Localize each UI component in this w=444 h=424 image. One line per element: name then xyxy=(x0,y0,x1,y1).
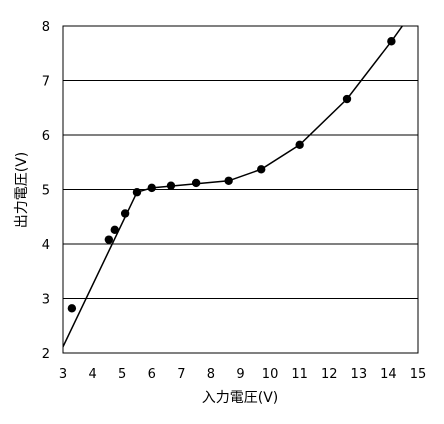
y-tick-labels: 2 3 4 5 6 7 8 xyxy=(42,20,50,362)
y-axis-label: 出力電圧(V) xyxy=(14,152,30,229)
y-tick-label: 7 xyxy=(42,75,50,90)
y-tick-label: 3 xyxy=(42,293,50,308)
data-point xyxy=(166,181,176,190)
x-tick-label: 3 xyxy=(59,367,67,382)
data-point xyxy=(342,94,352,104)
data-point xyxy=(132,188,142,197)
x-tick-label: 5 xyxy=(118,367,126,382)
data-point xyxy=(295,140,304,150)
series-line xyxy=(63,26,404,349)
data-point xyxy=(224,176,233,185)
x-tick-label: 7 xyxy=(177,367,185,382)
y-tick-label: 6 xyxy=(42,129,50,144)
x-tick-label: 6 xyxy=(148,367,156,382)
x-tick-labels: 3 4 5 6 7 8 9 10 11 12 13 14 15 xyxy=(59,367,426,382)
data-point xyxy=(110,225,119,235)
x-tick-label: 10 xyxy=(262,367,279,382)
x-axis-label: 入力電圧(V) xyxy=(202,390,279,406)
y-tick-label: 2 xyxy=(42,347,50,362)
data-point xyxy=(257,165,266,174)
data-series xyxy=(63,26,404,349)
data-point xyxy=(104,235,114,244)
data-point xyxy=(191,178,201,188)
plot-border xyxy=(62,25,419,354)
data-point xyxy=(387,37,396,46)
x-tick-label: 15 xyxy=(410,367,427,382)
y-tick-label: 4 xyxy=(42,238,50,253)
x-tick-label: 9 xyxy=(236,367,244,382)
plot-frame xyxy=(62,25,419,354)
data-point xyxy=(147,183,156,193)
y-tick-label: 8 xyxy=(42,20,50,35)
x-tick-label: 8 xyxy=(207,367,215,382)
x-tick-label: 13 xyxy=(351,367,368,382)
data-point xyxy=(120,209,130,218)
x-tick-label: 12 xyxy=(321,367,338,382)
data-point xyxy=(67,304,77,313)
x-tick-label: 14 xyxy=(380,367,397,382)
x-tick-label: 11 xyxy=(291,367,308,382)
y-tick-label: 5 xyxy=(42,184,50,199)
x-tick-label: 4 xyxy=(88,367,96,382)
grid-lines xyxy=(63,80,418,299)
